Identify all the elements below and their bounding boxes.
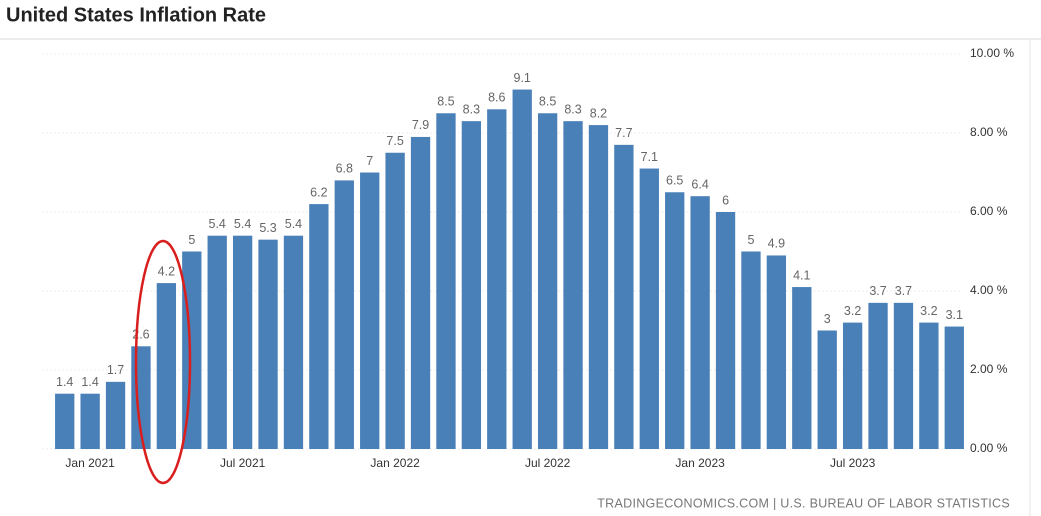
value-label: 8.3: [564, 102, 581, 116]
x-tick-label: Jan 2023: [675, 456, 725, 470]
bar: [715, 212, 736, 449]
bar: [258, 239, 278, 449]
value-label: 3.2: [844, 304, 861, 318]
bar: [919, 322, 939, 449]
y-tick-label: 4.00 %: [970, 283, 1008, 297]
value-label: 4.1: [793, 268, 810, 282]
bar: [537, 113, 558, 449]
value-label: 7.9: [412, 118, 429, 132]
bar: [512, 89, 532, 450]
bar: [207, 235, 227, 449]
x-tick-label: Jul 2021: [220, 456, 266, 470]
value-label: 5: [747, 233, 754, 247]
value-label: 2.6: [132, 328, 149, 342]
bar: [893, 302, 914, 449]
value-label: 8.2: [590, 106, 607, 120]
bar: [639, 168, 659, 450]
bar: [766, 255, 787, 449]
value-label: 3.2: [920, 304, 937, 318]
y-tick-label: 6.00 %: [970, 204, 1008, 218]
bar: [487, 109, 507, 450]
bar: [360, 172, 380, 449]
bar: [105, 381, 126, 449]
bar: [665, 192, 685, 449]
bar: [156, 283, 177, 449]
bar: [690, 196, 710, 449]
bar: [563, 121, 583, 450]
y-tick-label: 10.00 %: [970, 46, 1014, 60]
x-tick-label: Jul 2023: [830, 456, 876, 470]
bar: [410, 136, 431, 449]
value-label: 7.7: [615, 126, 632, 140]
value-label: 8.3: [463, 102, 480, 116]
y-tick-label: 2.00 %: [970, 362, 1008, 376]
bar: [817, 330, 837, 449]
x-tick-label: Jul 2022: [525, 456, 571, 470]
bar: [55, 393, 75, 449]
bar: [868, 302, 888, 449]
y-tick-label: 8.00 %: [970, 125, 1008, 139]
x-tick-label: Jan 2022: [370, 456, 420, 470]
bar: [614, 144, 634, 449]
bar: [309, 204, 329, 449]
value-label: 6.8: [336, 162, 353, 176]
value-label: 1.4: [56, 375, 73, 389]
chart-title: United States Inflation Rate: [6, 4, 266, 26]
value-label: 5.3: [259, 221, 276, 235]
value-label: 3.7: [895, 284, 912, 298]
value-label: 3: [824, 312, 831, 326]
bar: [80, 393, 100, 449]
source: TRADINGECONOMICS.COM | U.S. BUREAU OF LA…: [597, 496, 1010, 510]
value-label: 5.4: [234, 217, 251, 231]
y-tick-label: 0.00 %: [970, 441, 1008, 455]
bar: [283, 235, 304, 449]
value-label: 6: [722, 193, 729, 207]
value-label: 6.4: [691, 177, 708, 191]
bar: [385, 152, 405, 449]
value-label: 5.4: [209, 217, 226, 231]
bar: [436, 113, 456, 449]
x-tick-label: Jan 2021: [65, 456, 115, 470]
value-label: 5: [188, 233, 195, 247]
value-label: 8.5: [539, 95, 556, 109]
bar: [741, 251, 761, 449]
value-label: 3.7: [869, 284, 886, 298]
bar: [334, 180, 354, 449]
value-label: 1.4: [81, 375, 98, 389]
value-label: 3.1: [946, 308, 963, 322]
value-label: 7.5: [386, 134, 403, 148]
value-label: 7: [366, 154, 373, 168]
bar: [588, 125, 609, 449]
bar: [842, 322, 863, 449]
value-label: 8.6: [488, 91, 505, 105]
value-label: 9.1: [514, 71, 531, 85]
highlight-ellipse: [134, 239, 192, 485]
value-label: 5.4: [285, 217, 302, 231]
value-label: 6.2: [310, 185, 327, 199]
value-label: 6.5: [666, 174, 683, 188]
value-label: 7.1: [641, 150, 658, 164]
bar: [944, 326, 964, 449]
bar: [182, 251, 202, 449]
value-label: 8.5: [437, 95, 454, 109]
bar: [792, 287, 812, 449]
bar: [461, 121, 482, 450]
bar: [232, 235, 253, 449]
value-label: 1.7: [107, 363, 124, 377]
value-label: 4.9: [768, 237, 785, 251]
value-label: 4.2: [158, 264, 175, 278]
